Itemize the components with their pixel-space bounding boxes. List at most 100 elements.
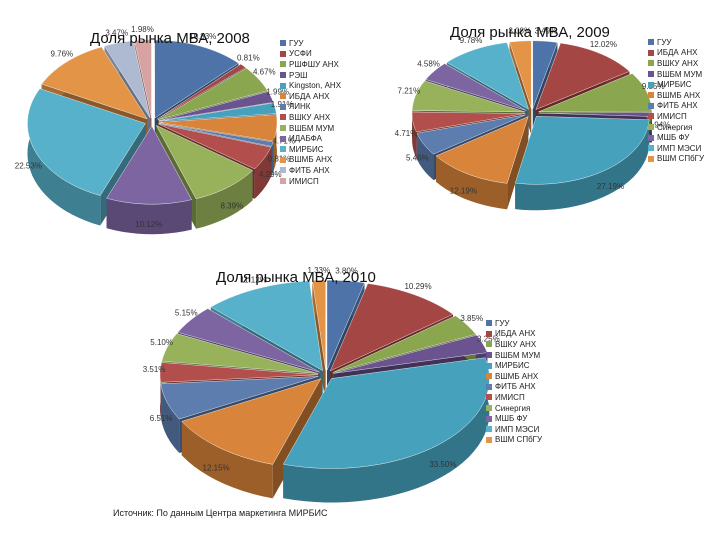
value-label-0-12: 3.47% xyxy=(105,28,128,37)
legend-label: МИРБИС xyxy=(495,361,530,371)
value-label-0-3: 1.99% xyxy=(266,88,289,97)
legend-swatch xyxy=(648,92,654,99)
pie-slice-0-4 xyxy=(158,102,277,122)
legend-swatch xyxy=(280,114,286,121)
value-label-2-7: 3.51% xyxy=(143,365,166,374)
legend-swatch xyxy=(486,415,492,422)
legend-item: ВШМ СПбГУ xyxy=(648,154,704,165)
pie-chart-1: 3.49%12.02%9.35%0.94%27.19%12.19%5.46%4.… xyxy=(395,26,671,211)
value-label-0-0: 10.83% xyxy=(189,32,216,41)
slice-side-2 xyxy=(160,383,180,454)
chart-title-2010: Доля рынка МВА, 2010 xyxy=(216,269,376,286)
legend-swatch xyxy=(486,352,492,359)
slice-side-0 xyxy=(196,170,253,229)
legend-2010: ГУУ ИБДА АНХ ВШКУ АНХ ВШБМ МУМ МИРБИС ВШМБ АН… xyxy=(486,318,542,445)
slice-side-2 xyxy=(283,357,490,503)
legend-label: РШФШУ АНХ xyxy=(289,59,339,69)
source-note: Источник: По данным Центра маркетинга МИ… xyxy=(113,508,328,518)
legend-label: ВШКУ АНХ xyxy=(289,112,331,122)
legend-swatch xyxy=(486,405,492,412)
value-label-1-3: 0.94% xyxy=(648,121,671,130)
slice-side-2 xyxy=(181,421,273,499)
value-label-1-5: 12.19% xyxy=(450,186,477,195)
pie-slice-2-7 xyxy=(159,362,319,383)
legend-item: ИБДА АНХ xyxy=(486,329,542,340)
legend-label: МШБ ФУ xyxy=(657,133,690,143)
legend-label: РЭШ xyxy=(289,70,308,80)
legend-label: ГУУ xyxy=(657,37,672,47)
value-label-2-9: 5.15% xyxy=(175,309,198,318)
pie-slice-0-8 xyxy=(155,124,253,200)
legend-item: ИБДА АНХ xyxy=(280,91,341,102)
pie-slice-2-6 xyxy=(160,376,319,420)
value-label-2-0: 3.80% xyxy=(335,267,358,276)
legend-label: ВШБМ МУМ xyxy=(657,69,703,79)
legend-item: РШФШУ АНХ xyxy=(280,59,341,70)
chart-title-2008: Доля рынка МВА, 2008 xyxy=(90,30,250,47)
slice-side-0 xyxy=(106,198,192,235)
pie-slice-1-1 xyxy=(535,42,630,110)
pie-slice-0-0 xyxy=(154,39,239,119)
legend-swatch xyxy=(648,134,654,141)
value-label-2-2: 3.85% xyxy=(460,314,483,323)
pie-slice-0-7 xyxy=(158,123,272,170)
pie-slice-0-2 xyxy=(157,67,268,120)
pie-slice-1-7 xyxy=(411,111,526,133)
pie-slice-0-5 xyxy=(158,114,278,142)
legend-swatch xyxy=(648,145,654,152)
legend-item: УСФИ xyxy=(280,49,341,60)
value-label-1-10: 9.78% xyxy=(460,36,483,45)
pie-slice-2-8 xyxy=(161,333,319,374)
legend-item: ГУУ xyxy=(486,318,542,329)
pie-slice-0-11 xyxy=(41,46,148,120)
legend-label: МШБ ФУ xyxy=(495,414,528,424)
legend-label: ИМИСП xyxy=(289,176,319,186)
legend-label: ИМИСП xyxy=(495,392,525,402)
legend-swatch xyxy=(486,341,492,348)
legend-label: ИБДА АНХ xyxy=(495,329,536,339)
legend-swatch xyxy=(486,383,492,390)
pie-slice-1-10 xyxy=(446,42,529,110)
legend-swatch xyxy=(280,146,286,153)
legend-item: ВШКУ АНХ xyxy=(486,339,542,350)
legend-swatch xyxy=(648,102,654,109)
value-label-2-11: 1.33% xyxy=(307,266,330,275)
legend-item: ИМИСП xyxy=(280,176,341,187)
legend-item: МИРБИС xyxy=(648,79,704,90)
legend-label: ИМП МЭСИ xyxy=(657,143,702,153)
value-label-2-5: 12.15% xyxy=(203,463,230,472)
legend-swatch xyxy=(648,113,654,120)
value-label-1-0: 3.49% xyxy=(535,26,558,35)
slice-side-0 xyxy=(271,141,274,177)
legend-label: Синергия xyxy=(495,403,531,413)
legend-item: ИДАБФА xyxy=(280,133,341,144)
value-label-1-1: 12.02% xyxy=(590,40,617,49)
legend-swatch xyxy=(486,426,492,433)
value-label-1-6: 5.46% xyxy=(406,153,429,162)
pie-slice-1-9 xyxy=(425,63,527,111)
pie-slice-1-0 xyxy=(532,40,558,109)
legend-2008: ГУУ УСФИ РШФШУ АНХ РЭШ Kingston, АНХ ИБДА АНХ… xyxy=(280,38,341,186)
legend-label: ВШБМ МУМ xyxy=(289,123,335,133)
legend-item: МИРБИС xyxy=(280,144,341,155)
value-label-2-1: 10.29% xyxy=(404,282,431,291)
legend-swatch xyxy=(648,81,654,88)
legend-item: Синергия xyxy=(486,403,542,414)
pie-slice-2-9 xyxy=(177,308,320,373)
pie-slice-1-4 xyxy=(514,116,650,185)
legend-swatch xyxy=(280,82,286,89)
pie-slice-2-1 xyxy=(329,283,454,372)
legend-item: ВШМ СПбГУ xyxy=(486,435,542,446)
value-label-2-6: 6.51% xyxy=(150,414,173,423)
legend-swatch xyxy=(648,60,654,67)
legend-item: ИМИСП xyxy=(486,392,542,403)
legend-swatch xyxy=(648,71,654,78)
value-label-0-1: 0.81% xyxy=(237,53,260,62)
legend-label: ФИТБ АНХ xyxy=(289,165,330,175)
legend-swatch xyxy=(486,362,492,369)
legend-label: ВШМ СПбГУ xyxy=(657,154,705,164)
legend-label: МИРБИС xyxy=(657,80,692,90)
legend-label: ФИТБ АНХ xyxy=(657,101,698,111)
legend-swatch xyxy=(648,155,654,162)
